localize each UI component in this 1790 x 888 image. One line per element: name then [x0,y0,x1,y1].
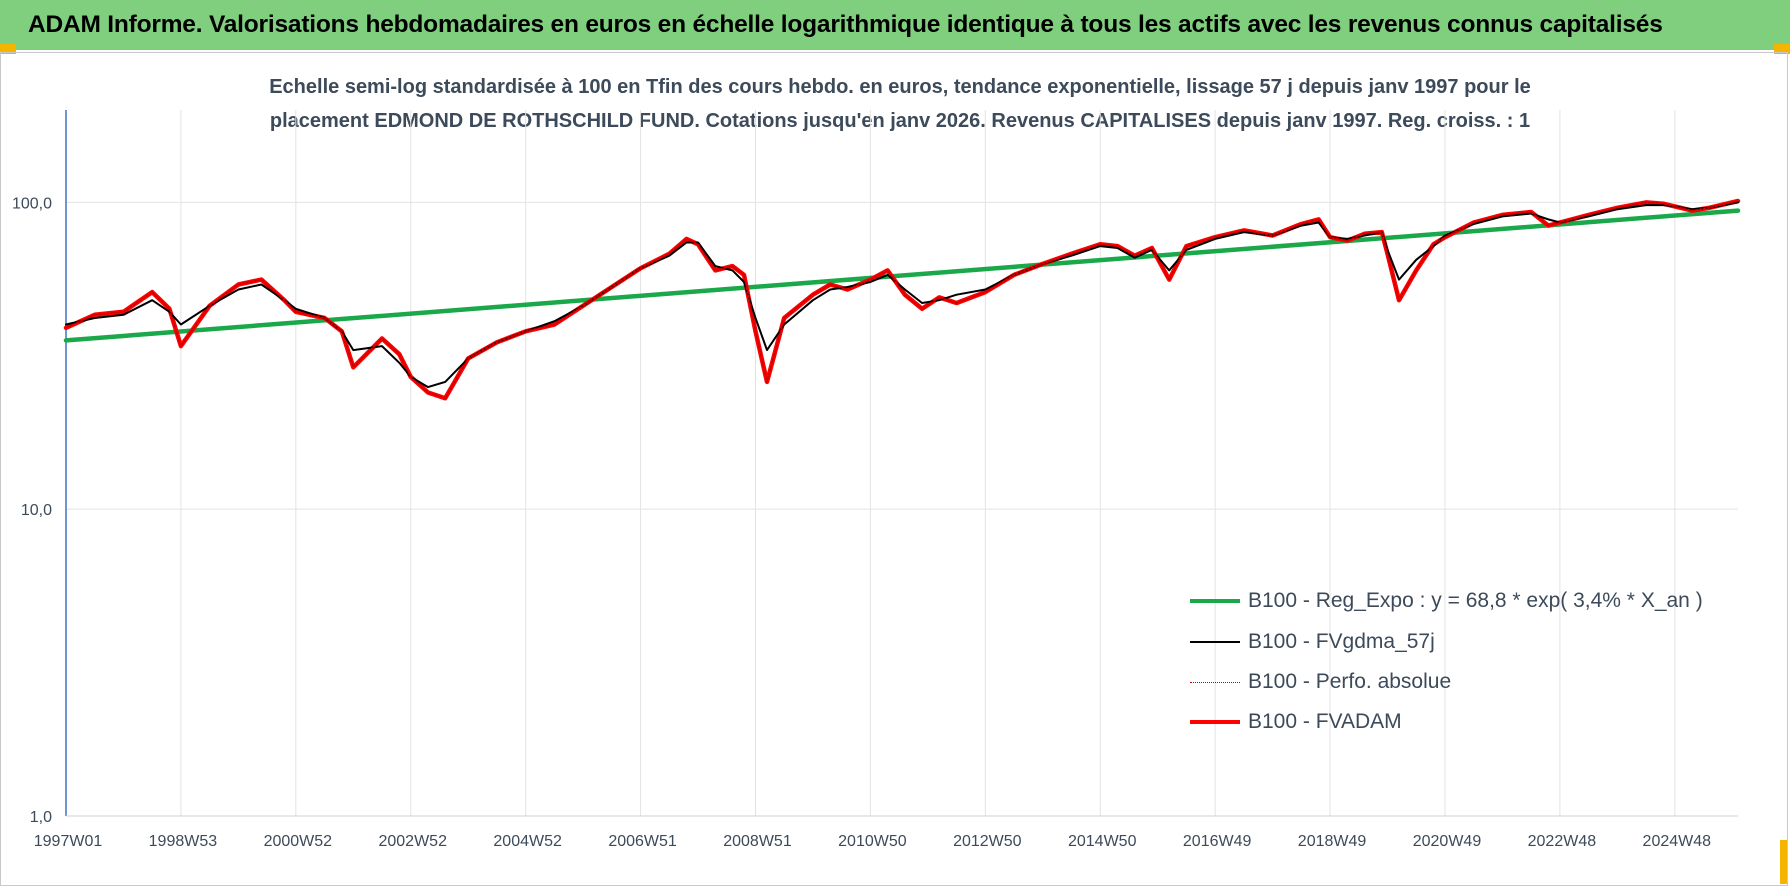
x-tick-label: 2016W49 [1183,833,1252,850]
report-title-bar: ADAM Informe. Valorisations hebdomadaire… [0,0,1790,50]
corner-marker-top-right [1774,44,1790,54]
x-tick-label: 1998W53 [149,833,218,850]
x-tick-label: 1997W01 [34,833,103,850]
legend-swatch-perfo [1190,681,1240,683]
y-tick-label: 100,0 [12,195,52,212]
corner-marker-bottom-right [1780,840,1788,884]
report-title: ADAM Informe. Valorisations hebdomadaire… [28,11,1663,38]
legend-swatch-fvgdma [1190,641,1240,643]
legend-label: B100 - FVADAM [1248,710,1402,733]
y-tick-label: 1,0 [30,809,52,826]
chart-frame [0,52,1788,886]
legend-label: B100 - FVgdma_57j [1248,630,1435,653]
legend-item: B100 - Reg_Expo : y = 68,8 * exp( 3,4% *… [1190,586,1703,616]
legend-swatch-fvadam [1190,720,1240,724]
x-tick-label: 2018W49 [1298,833,1367,850]
legend-label: B100 - Perfo. absolue [1248,670,1452,693]
y-tick-label: 10,0 [21,502,52,519]
corner-marker-top-left [0,44,16,54]
legend-swatch-reg-expo [1190,599,1240,603]
x-tick-label: 2010W50 [838,833,907,850]
legend-item: B100 - Perfo. absolue [1190,667,1451,697]
x-tick-label: 2020W49 [1413,833,1482,850]
perfo-absolue-line [65,200,1739,400]
x-tick-label: 2024W48 [1643,833,1712,850]
x-tick-label: 2014W50 [1068,833,1137,850]
x-tick-label: 2002W52 [378,833,447,850]
legend-item: B100 - FVADAM [1190,707,1402,737]
trend-line-reg-expo [63,208,1741,343]
x-tick-label: 2022W48 [1528,833,1597,850]
chart-title-line-1: Echelle semi-log standardisée à 100 en T… [269,76,1531,98]
x-tick-label: 2000W52 [264,833,333,850]
x-tick-label: 2008W51 [723,833,792,850]
x-tick-label: 2004W52 [493,833,562,850]
legend-item: B100 - FVgdma_57j [1190,627,1435,657]
legend-label: B100 - Reg_Expo : y = 68,8 * exp( 3,4% *… [1248,589,1703,612]
x-tick-label: 2012W50 [953,833,1022,850]
x-tick-label: 2006W51 [608,833,677,850]
